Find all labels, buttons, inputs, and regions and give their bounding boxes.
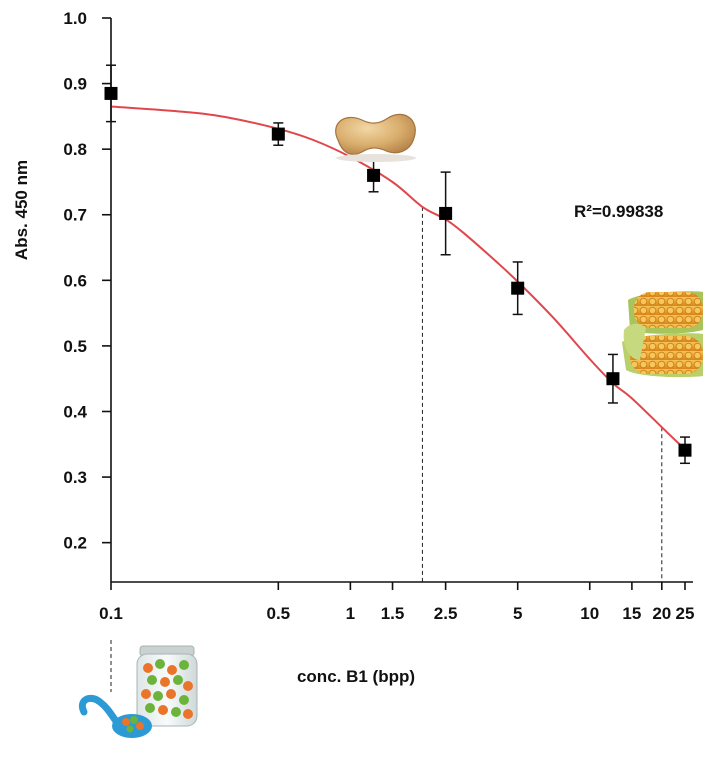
x-tick-label: 1 — [346, 604, 355, 623]
data-marker — [105, 87, 118, 100]
x-tick-label: 1.5 — [381, 604, 405, 623]
r-squared-annotation: R²=0.99838 — [574, 202, 663, 221]
data-marker — [678, 444, 691, 457]
x-tick-label: 0.1 — [99, 604, 123, 623]
jar-image — [137, 646, 197, 726]
data-point — [511, 262, 524, 314]
x-tick-label: 2.5 — [434, 604, 458, 623]
data-point — [439, 172, 452, 255]
y-tick-label: 0.5 — [63, 337, 87, 356]
data-point — [678, 437, 691, 463]
x-tick-label: 15 — [622, 604, 641, 623]
y-tick-label: 0.3 — [63, 468, 87, 487]
data-point — [105, 65, 118, 121]
data-marker — [606, 372, 619, 385]
x-tick-label: 5 — [513, 604, 522, 623]
y-tick-label: 0.4 — [63, 402, 87, 421]
x-ticks: 0.1 0.5 1 1.5 2.5 5 10 15 20 25 — [99, 582, 694, 623]
x-tick-label: 10 — [580, 604, 599, 623]
x-tick-label: 20 — [652, 604, 671, 623]
y-axis-title: Abs. 450 nm — [12, 160, 31, 260]
y-tick-label: 0.8 — [63, 140, 87, 159]
y-tick-label: 0.7 — [63, 206, 87, 225]
y-tick-label: 0.2 — [63, 534, 87, 553]
data-marker — [272, 128, 285, 141]
data-point — [272, 123, 285, 145]
corn-image — [622, 291, 703, 377]
data-marker — [367, 169, 380, 182]
y-tick-label: 1.0 — [63, 9, 87, 28]
data-marker — [439, 207, 452, 220]
data-marker — [511, 282, 524, 295]
data-point — [367, 159, 380, 192]
y-tick-label: 0.9 — [63, 75, 87, 94]
axes — [111, 18, 693, 582]
x-axis-title: conc. B1 (bpp) — [297, 667, 415, 686]
x-tick-label: 25 — [676, 604, 695, 623]
data-point — [606, 354, 619, 403]
x-tick-label: 0.5 — [266, 604, 290, 623]
y-ticks: 0.2 0.3 0.4 0.5 0.6 0.7 0.8 0.9 1.0 — [63, 9, 111, 553]
y-tick-label: 0.6 — [63, 271, 87, 290]
